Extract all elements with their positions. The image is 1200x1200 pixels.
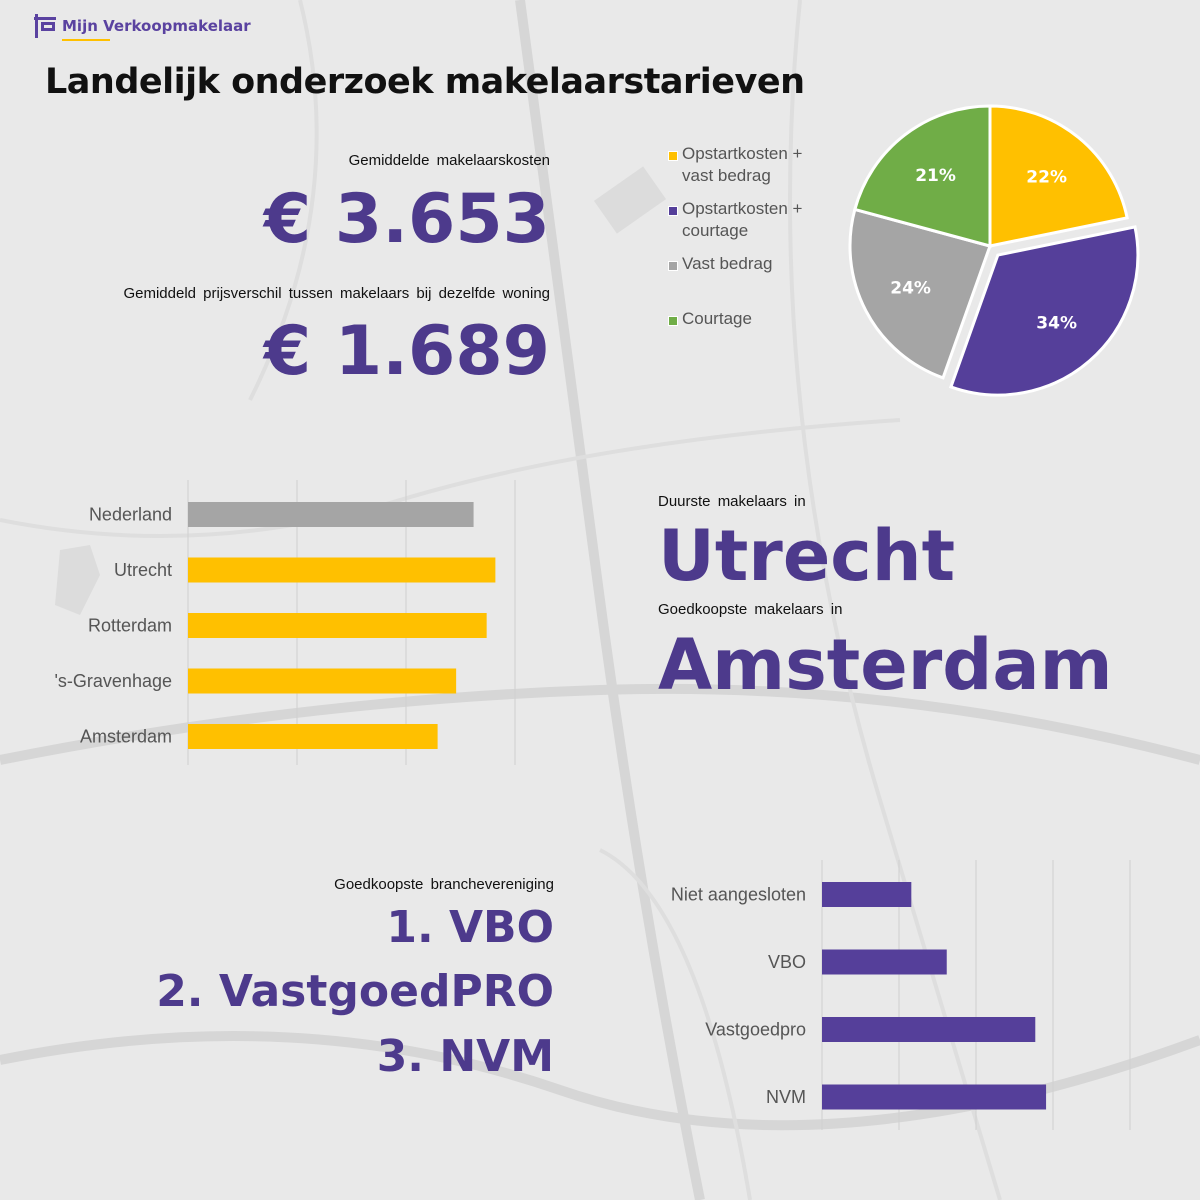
cheapest-label: Goedkoopste makelaars in bbox=[658, 601, 843, 618]
category-label: NVM bbox=[766, 1087, 806, 1107]
pie-data-label: 24% bbox=[890, 279, 931, 299]
assoc-rank-2: 2. VastgoedPRO bbox=[156, 966, 554, 1017]
category-label: Amsterdam bbox=[80, 727, 172, 747]
price-diff-label: Gemiddeld prijsverschil tussen makelaars… bbox=[123, 285, 550, 302]
category-label: Utrecht bbox=[114, 560, 172, 580]
bar bbox=[188, 724, 438, 749]
assoc-label: Goedkoopste branchevereniging bbox=[334, 876, 554, 893]
logo[interactable]: Mijn Verkoopmakelaar bbox=[34, 14, 251, 41]
city-bar-chart: Nederland Utrecht Rotterdam 's-Gravenhage Am… bbox=[54, 480, 516, 765]
pie-data-label: 21% bbox=[915, 166, 956, 186]
avg-cost-value: € 3.653 bbox=[263, 180, 550, 259]
category-label: Vastgoedpro bbox=[705, 1020, 806, 1040]
category-label: Nederland bbox=[89, 505, 172, 525]
most-expensive-value: Utrecht bbox=[658, 515, 956, 597]
price-diff-value: € 1.689 bbox=[263, 312, 550, 391]
pie-slice bbox=[988, 104, 1129, 248]
category-label: VBO bbox=[768, 952, 806, 972]
bar bbox=[822, 1017, 1036, 1042]
page-title: Landelijk onderzoek makelaarstarieven bbox=[45, 62, 805, 102]
logo-text: Mijn Verkoopmakelaar bbox=[62, 17, 251, 41]
cheapest-value: Amsterdam bbox=[658, 624, 1113, 706]
pie-data-label: 34% bbox=[1036, 314, 1077, 334]
pie-data-label: 22% bbox=[1026, 168, 1067, 188]
category-label: Niet aangesloten bbox=[671, 885, 806, 905]
legend-item: Vast bedrag bbox=[668, 253, 838, 275]
pie-slice bbox=[853, 104, 992, 248]
bar bbox=[188, 557, 496, 583]
most-expensive-label: Duurste makelaars in bbox=[658, 493, 806, 510]
assoc-rank-1: 1. VBO bbox=[386, 902, 554, 953]
category-label: Rotterdam bbox=[88, 616, 172, 636]
bar bbox=[188, 502, 474, 527]
category-label: 's-Gravenhage bbox=[54, 671, 172, 691]
bar bbox=[822, 1084, 1047, 1110]
pie-slice bbox=[948, 225, 1140, 397]
pie-slice bbox=[848, 207, 992, 380]
pie-chart: 22% 34% 24% 21% bbox=[848, 104, 1140, 397]
bar bbox=[822, 882, 912, 907]
bar bbox=[188, 613, 487, 638]
pie-legend: Opstartkosten + vast bedrag Opstartkoste… bbox=[668, 143, 838, 330]
legend-item: Courtage bbox=[668, 308, 838, 330]
legend-item: Opstartkosten + courtage bbox=[668, 198, 838, 242]
bar bbox=[822, 949, 947, 975]
for-sale-sign-icon bbox=[34, 14, 56, 38]
bar bbox=[188, 668, 457, 694]
association-bar-chart: Niet aangesloten VBO Vastgoedpro NVM bbox=[671, 860, 1131, 1130]
avg-cost-label: Gemiddelde makelaarskosten bbox=[348, 152, 550, 169]
legend-item: Opstartkosten + vast bedrag bbox=[668, 143, 838, 187]
assoc-rank-3: 3. NVM bbox=[376, 1031, 554, 1082]
